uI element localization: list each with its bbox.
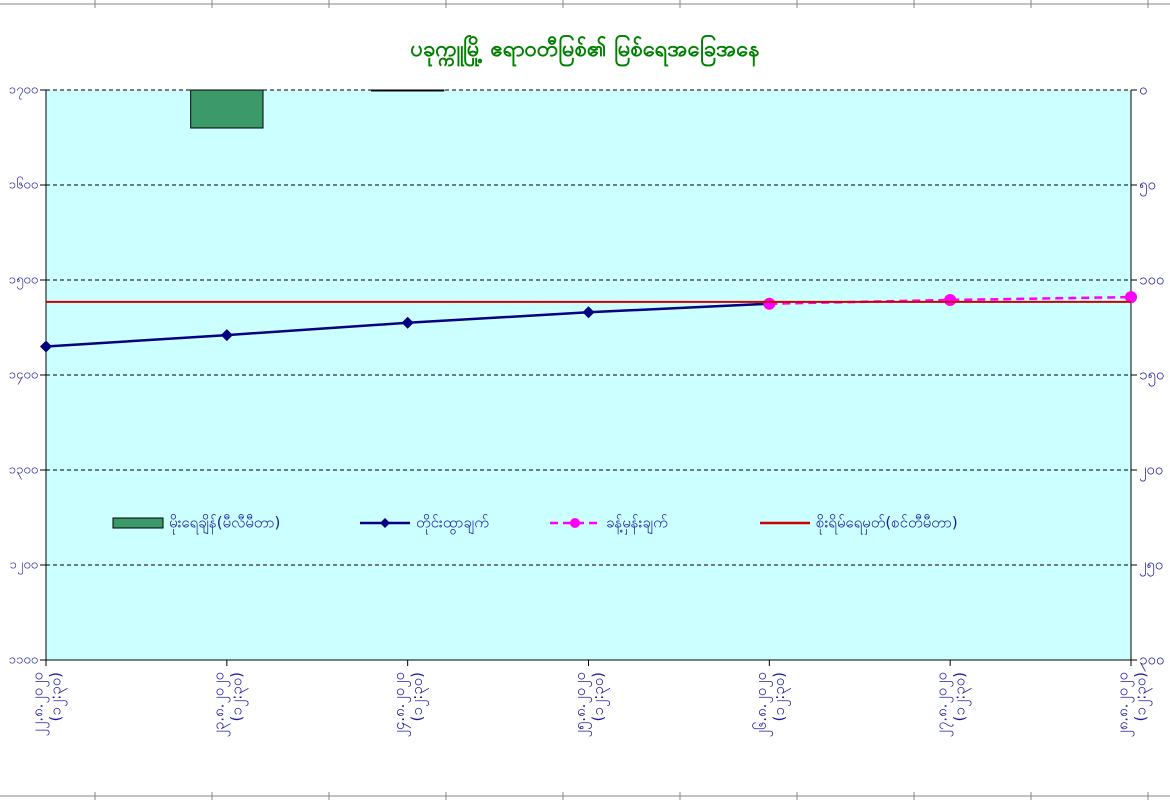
point [582, 306, 595, 319]
x-tick-label: (၁၂:၃၀) [227, 672, 248, 721]
x-tick-label: ၂၆.၈.၂၀၂၀ [752, 672, 773, 738]
legend-marker [380, 518, 390, 528]
legend-swatch [112, 517, 164, 529]
x-tick-label: (၁၂:၃၀) [408, 672, 429, 721]
y-tick-label: ၁၇၀၀ [9, 83, 38, 100]
y-tick-label: ၁၅၀၀ [9, 273, 38, 290]
x-tick-label: (၁၂:၃၀) [1132, 672, 1153, 721]
y2-tick-label: ၁၅၀ [1139, 366, 1164, 387]
x-tick-label: ၂၅.၈.၂၀၂၀ [571, 672, 592, 738]
x-tick-label: ၂၃.၈.၂၀၂၀ [209, 672, 230, 738]
y-tick-label: ၁၃၀၀ [9, 463, 38, 480]
y-tick-label: ၁၄၀၀ [9, 368, 38, 385]
sheet-frame [0, 3, 1170, 797]
x-tick-label: ၂၇.၈.၂၀၂၀ [933, 672, 954, 738]
x-tick-label: ၂၂.၈.၂၀၂၀ [29, 672, 50, 736]
y2-tick-label: ၀ [1139, 81, 1147, 99]
point [1125, 291, 1137, 304]
legend-label: တိုင်းထွာချက် [416, 514, 489, 535]
point [763, 297, 776, 310]
y2-tick-label: ၁၀၀ [1139, 271, 1164, 289]
point [220, 329, 233, 342]
chart-title: ပခုက္ကူမြို့ ဧရာဝတီမြစ်၏ မြစ်ရေအခြေအနေ [410, 34, 759, 67]
y2-tick-label: ၂၀၀ [1139, 461, 1163, 482]
series-line [769, 295, 1132, 305]
x-tick-label: ၂၄.၈.၂၀၂၀ [390, 672, 411, 738]
y2-tick-label: ၂၅၀ [1139, 556, 1163, 577]
y-tick-label: ၁၁၀၀ [9, 653, 38, 668]
y2-tick-label: ၅၀ [1139, 176, 1156, 197]
point [40, 340, 52, 353]
y-tick-label: ၁၆၀၀ [9, 177, 38, 193]
bar [371, 89, 445, 92]
x-tick-label: ၂၈.၈.၂၀၂၀ [1114, 672, 1135, 738]
x-tick-label: (၁၂:၃၀) [47, 672, 68, 721]
y-tick-label: ၁၂၀၀ [10, 558, 38, 575]
point [401, 316, 414, 329]
y2-tick-label: ၃၀၀ [1139, 651, 1164, 672]
legend-label: မိုးရေချိန်(မီလီမီတာ) [169, 514, 280, 535]
legend-label: ခန့်မှန်းချက် [606, 514, 668, 535]
bar [190, 89, 264, 129]
x-tick-label: (၁၂:၃၀) [770, 672, 791, 721]
x-tick-label: (၁၂:၃၀) [589, 672, 610, 721]
x-tick-label: (၁၂:၃၀) [951, 672, 972, 721]
legend-marker [570, 518, 580, 528]
legend-label: စိုးရိမ်ရေမှတ်(စင်တီမီတာ) [816, 514, 958, 535]
point [944, 293, 957, 306]
